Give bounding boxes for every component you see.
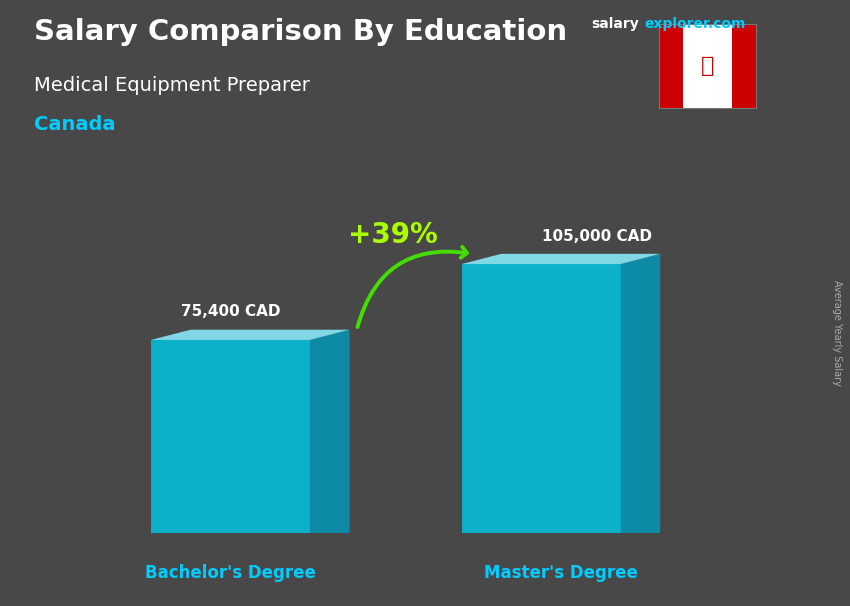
Polygon shape xyxy=(462,254,660,264)
Polygon shape xyxy=(620,254,660,533)
Text: Salary Comparison By Education: Salary Comparison By Education xyxy=(34,18,567,46)
Text: explorer.com: explorer.com xyxy=(644,17,745,31)
Text: Master's Degree: Master's Degree xyxy=(484,564,638,582)
Text: Medical Equipment Preparer: Medical Equipment Preparer xyxy=(34,76,310,95)
Polygon shape xyxy=(309,330,349,533)
Bar xyxy=(683,24,732,109)
Bar xyxy=(659,24,683,109)
Bar xyxy=(732,24,756,109)
Text: salary: salary xyxy=(591,17,638,31)
Text: +39%: +39% xyxy=(348,221,438,249)
Text: Bachelor's Degree: Bachelor's Degree xyxy=(144,564,316,582)
Text: 🍁: 🍁 xyxy=(701,56,714,76)
Polygon shape xyxy=(151,340,309,533)
Text: Average Yearly Salary: Average Yearly Salary xyxy=(832,281,842,386)
Polygon shape xyxy=(462,264,620,533)
Text: Canada: Canada xyxy=(34,115,116,134)
Polygon shape xyxy=(151,330,349,340)
Text: 105,000 CAD: 105,000 CAD xyxy=(542,228,652,244)
Text: 75,400 CAD: 75,400 CAD xyxy=(180,304,280,319)
